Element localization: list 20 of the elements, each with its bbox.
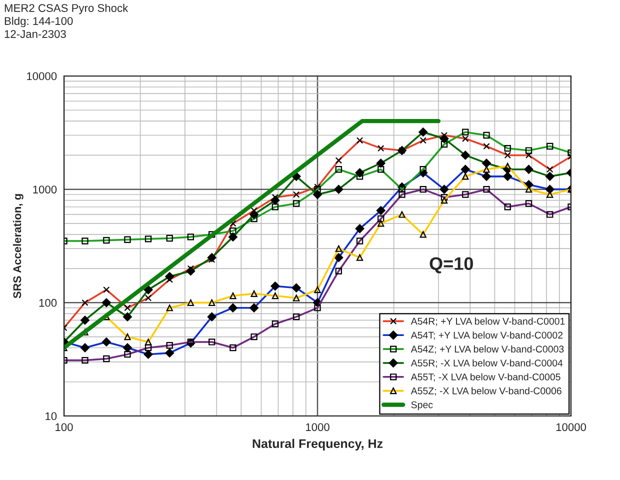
text: Bldg: 144-100 xyxy=(4,16,73,28)
annotation: Q=10 xyxy=(430,257,473,274)
x-tick-label: 100 xyxy=(56,423,73,432)
y-tick-label: 1000 xyxy=(33,186,57,194)
x-axis-title: Natural Frequency, Hz xyxy=(252,438,383,451)
y-tick-label: 10 xyxy=(46,412,57,420)
x-tick-label: 10000 xyxy=(556,423,586,432)
legend-label: A55R; -X LVA below V-band-C0004 xyxy=(410,359,563,368)
y-tick-label: 10000 xyxy=(27,72,57,80)
legend-label: A54R; +Y LVA below V-band-C0001 xyxy=(410,318,565,326)
text: 12-Jan-2303 xyxy=(4,30,66,38)
y-tick-label: 100 xyxy=(39,298,57,307)
legend-label: A54Z; +Y LVA below V-band-C0003 xyxy=(410,345,564,354)
legend-label: A54T; +Y LVA below V-band-C0002 xyxy=(410,331,563,340)
legend-label: A55Z; -X LVA below V-band-C0006 xyxy=(410,387,562,396)
legend-label: A55T; -X LVA below V-band-C0005 xyxy=(410,373,560,382)
text: MER2 CSAS Pyro Shock xyxy=(4,4,128,14)
y-axis-title: SRS Acceleration, g xyxy=(12,194,24,298)
x-tick-label: 1000 xyxy=(306,423,330,432)
legend-label: Spec xyxy=(411,401,433,410)
